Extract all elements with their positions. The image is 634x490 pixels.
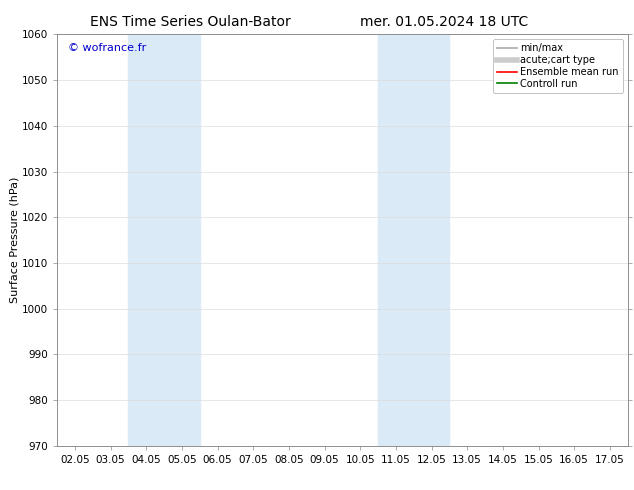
Text: mer. 01.05.2024 18 UTC: mer. 01.05.2024 18 UTC (359, 15, 528, 29)
Text: © wofrance.fr: © wofrance.fr (68, 43, 146, 52)
Bar (378, 34, 450, 446)
Text: ENS Time Series Oulan-Bator: ENS Time Series Oulan-Bator (90, 15, 290, 29)
Bar (128, 34, 200, 446)
Y-axis label: Surface Pressure (hPa): Surface Pressure (hPa) (9, 177, 19, 303)
Legend: min/max, acute;cart type, Ensemble mean run, Controll run: min/max, acute;cart type, Ensemble mean … (493, 39, 623, 93)
